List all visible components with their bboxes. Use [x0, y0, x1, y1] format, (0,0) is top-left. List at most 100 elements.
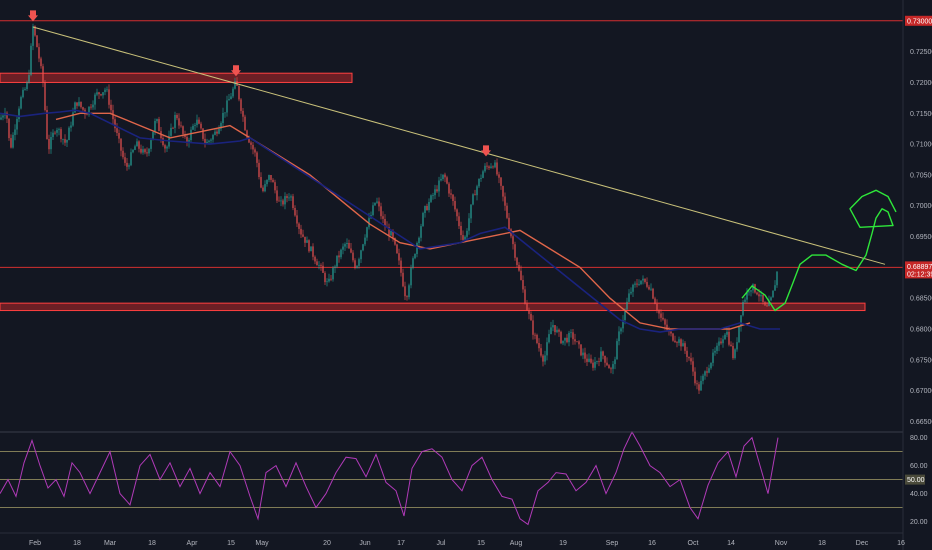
candle-body	[284, 196, 286, 205]
candle-body	[302, 234, 304, 237]
candle-body	[538, 343, 540, 349]
candle-body	[210, 139, 212, 141]
rsi-last-tag-bg	[905, 474, 925, 485]
candle-body	[228, 99, 230, 101]
candle-body	[732, 346, 734, 359]
candle-body	[392, 230, 394, 238]
candle-body	[488, 166, 490, 168]
top-level-tag: 0.73000	[905, 15, 932, 26]
candle-body	[512, 236, 514, 245]
candle-body	[570, 332, 572, 334]
candle-body	[314, 256, 316, 262]
last-price-tag-bg	[905, 261, 932, 279]
candle-body	[612, 364, 614, 369]
candle-body	[346, 243, 348, 244]
candle-body	[650, 288, 652, 290]
candle-body	[402, 272, 404, 287]
candle-body	[682, 343, 684, 347]
time-tick-label: Feb	[29, 540, 41, 547]
candle-body	[290, 196, 292, 198]
candle-body	[462, 235, 464, 240]
candle-body	[656, 304, 658, 311]
candle-body	[580, 344, 582, 356]
candle-body	[56, 129, 58, 133]
time-tick-label: Oct	[688, 540, 699, 547]
candle-body	[486, 165, 488, 167]
candle-body	[526, 303, 528, 311]
candle-body	[472, 194, 474, 205]
candle-body	[748, 291, 750, 293]
time-tick-label: Aug	[510, 540, 523, 547]
candle-body	[664, 319, 666, 325]
candle-body	[258, 162, 260, 177]
candle-body	[418, 237, 420, 243]
candle-body	[46, 110, 48, 139]
candle-body	[288, 197, 290, 199]
candle-body	[128, 165, 130, 167]
candle-body	[610, 368, 612, 370]
candle-body	[252, 144, 254, 150]
candle-body	[58, 129, 60, 130]
time-tick-label: Jun	[359, 540, 370, 547]
candle-body	[126, 162, 128, 167]
candle-body	[466, 230, 468, 237]
candle-body	[38, 47, 40, 59]
candle-body	[354, 260, 356, 268]
descending-trendline	[32, 26, 886, 265]
candle-body	[556, 329, 558, 333]
candle-body	[66, 140, 68, 143]
moving-average-fast	[0, 109, 780, 333]
candle-body	[62, 139, 64, 140]
candle-body	[154, 121, 156, 132]
candle-body	[718, 341, 720, 346]
candle-body	[232, 88, 234, 97]
candle-body	[274, 182, 276, 191]
candle-body	[204, 138, 206, 143]
candle-body	[122, 150, 124, 158]
candle-body	[158, 119, 160, 132]
time-tick-label: 16	[897, 540, 905, 547]
candle-body	[382, 216, 384, 219]
time-tick-label: 16	[648, 540, 656, 547]
candle-body	[10, 138, 12, 148]
candle-body	[260, 177, 262, 188]
candle-body	[744, 299, 746, 302]
candle-body	[568, 332, 570, 343]
zone-2	[0, 302, 866, 312]
candle-body	[458, 216, 460, 227]
candle-body	[384, 219, 386, 227]
candle-body	[532, 320, 534, 335]
candle-body	[98, 92, 100, 95]
candle-body	[174, 115, 176, 128]
candle-body	[352, 252, 354, 261]
candle-body	[18, 108, 20, 120]
candle-body	[776, 271, 778, 286]
candle-body	[48, 139, 50, 150]
candle-body	[152, 132, 154, 141]
candle-body	[484, 165, 486, 172]
candle-body	[342, 246, 344, 250]
candle-body	[412, 258, 414, 268]
candle-body	[758, 294, 760, 297]
candle-body	[564, 337, 566, 341]
candle-body	[298, 223, 300, 229]
candle-body	[598, 361, 600, 362]
candle-body	[28, 75, 30, 83]
candle-body	[720, 341, 722, 344]
candle-body	[238, 85, 240, 100]
time-tick-label: 15	[477, 540, 485, 547]
candle-body	[304, 236, 306, 243]
candle-body	[554, 325, 556, 333]
candle-body	[322, 265, 324, 273]
candle-body	[740, 315, 742, 327]
candle-body	[614, 359, 616, 365]
candle-body	[756, 292, 758, 295]
candle-body	[180, 125, 182, 127]
candle-body	[22, 89, 24, 98]
candle-body	[136, 141, 138, 147]
candle-body	[30, 45, 32, 75]
